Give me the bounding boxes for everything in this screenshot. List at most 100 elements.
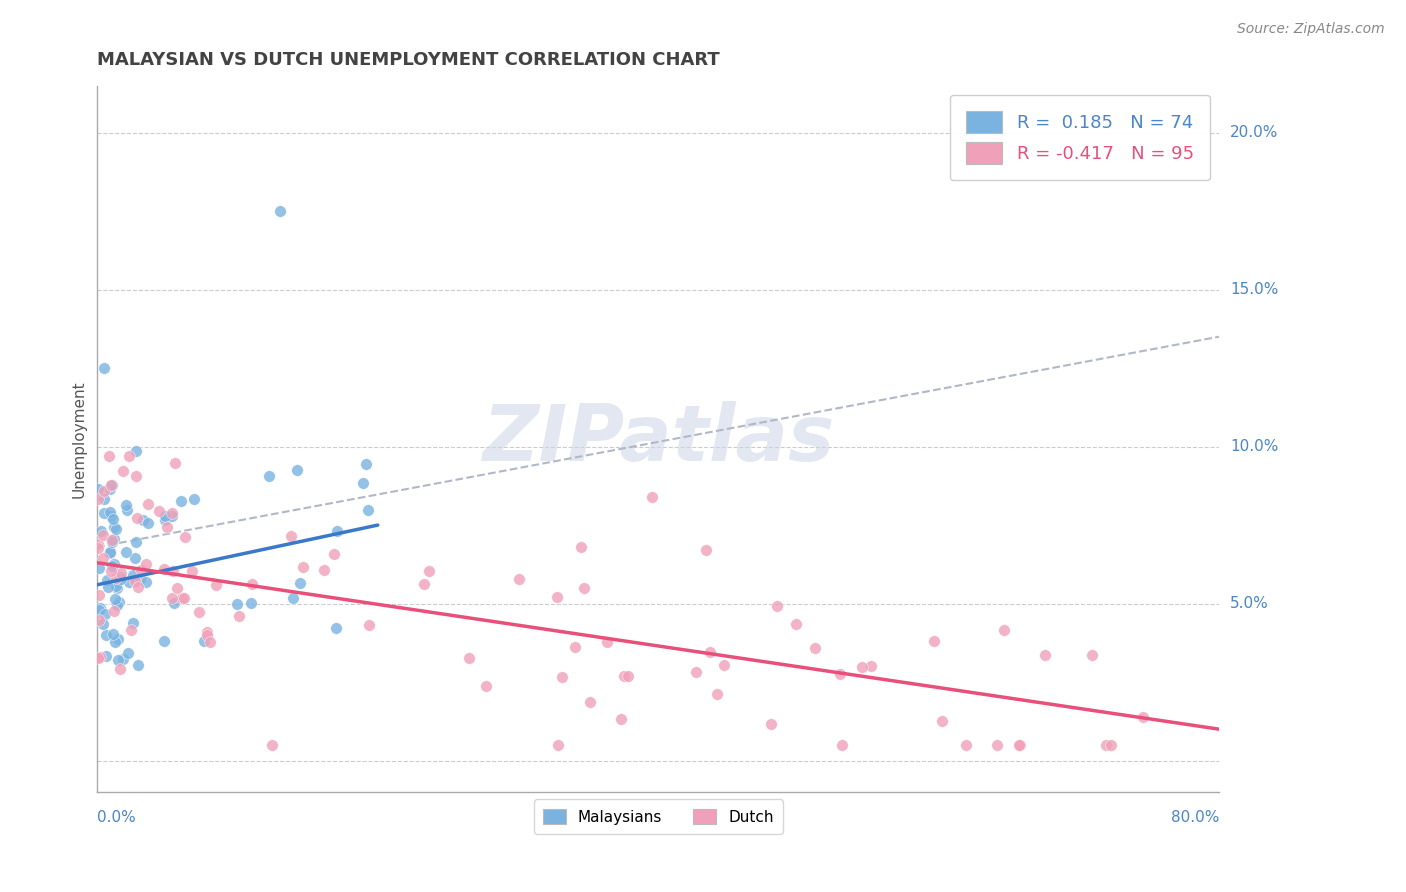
Point: [120, 623, 142, 637]
Point: [993, 623, 1015, 637]
Text: ZIPatlas: ZIPatlas: [482, 401, 834, 476]
Point: [922, 633, 945, 648]
Point: [785, 617, 807, 632]
Point: [205, 578, 228, 592]
Point: [713, 657, 735, 672]
Point: [357, 502, 380, 516]
Point: [352, 475, 374, 490]
Point: [98, 482, 121, 496]
Point: [695, 543, 717, 558]
Point: [685, 665, 707, 679]
Point: [240, 577, 263, 591]
Point: [108, 594, 131, 608]
Point: [103, 533, 125, 547]
Point: [228, 609, 250, 624]
Text: Source: ZipAtlas.com: Source: ZipAtlas.com: [1237, 22, 1385, 37]
Point: [170, 494, 193, 508]
Point: [325, 621, 347, 635]
Point: [135, 574, 157, 589]
Point: [128, 572, 150, 586]
Point: [851, 660, 873, 674]
Point: [93, 607, 115, 622]
Point: [103, 604, 125, 618]
Point: [105, 599, 128, 613]
Point: [103, 635, 125, 649]
Point: [124, 574, 146, 588]
Point: [124, 469, 146, 483]
Point: [105, 571, 128, 585]
Point: [101, 627, 124, 641]
Point: [89, 603, 111, 617]
Point: [153, 562, 176, 576]
Point: [107, 632, 129, 646]
Point: [457, 651, 479, 665]
Point: [240, 596, 263, 610]
Point: [105, 579, 128, 593]
Point: [188, 605, 211, 619]
Point: [93, 506, 115, 520]
Point: [100, 509, 122, 524]
Point: [89, 601, 111, 615]
Point: [706, 687, 728, 701]
Point: [110, 566, 132, 581]
Point: [257, 468, 280, 483]
Point: [93, 492, 115, 507]
Point: [93, 361, 115, 376]
Point: [138, 516, 160, 530]
Point: [547, 738, 569, 752]
Point: [89, 650, 111, 665]
Point: [105, 581, 128, 595]
Point: [163, 596, 186, 610]
Point: [101, 512, 124, 526]
Point: [129, 563, 152, 577]
Point: [418, 564, 440, 578]
Point: [765, 599, 787, 613]
Point: [596, 635, 619, 649]
Point: [1008, 738, 1031, 752]
Point: [114, 545, 136, 559]
Text: MALAYSIAN VS DUTCH UNEMPLOYMENT CORRELATION CHART: MALAYSIAN VS DUTCH UNEMPLOYMENT CORRELAT…: [97, 51, 720, 69]
Point: [292, 560, 315, 574]
Text: 20.0%: 20.0%: [1230, 125, 1278, 140]
Point: [124, 551, 146, 566]
Point: [359, 618, 381, 632]
Point: [572, 581, 595, 595]
Point: [804, 640, 827, 655]
Point: [153, 509, 176, 524]
Point: [94, 628, 117, 642]
Point: [98, 449, 121, 463]
Point: [87, 483, 110, 497]
Point: [100, 478, 122, 492]
Point: [508, 572, 530, 586]
Point: [125, 535, 148, 549]
Point: [117, 450, 139, 464]
Point: [91, 528, 114, 542]
Point: [103, 519, 125, 533]
Point: [107, 653, 129, 667]
Point: [125, 444, 148, 458]
Point: [104, 522, 127, 536]
Point: [173, 591, 195, 606]
Point: [193, 633, 215, 648]
Point: [260, 738, 283, 752]
Point: [93, 484, 115, 499]
Point: [165, 456, 187, 470]
Point: [550, 670, 572, 684]
Point: [108, 570, 131, 584]
Point: [226, 597, 249, 611]
Point: [101, 533, 124, 548]
Point: [87, 541, 110, 555]
Point: [641, 491, 664, 505]
Point: [96, 648, 118, 663]
Point: [617, 669, 640, 683]
Point: [1008, 738, 1031, 752]
Point: [475, 679, 498, 693]
Point: [104, 592, 127, 607]
Point: [831, 738, 853, 752]
Point: [90, 524, 112, 539]
Point: [89, 561, 111, 575]
Point: [112, 464, 135, 478]
Point: [127, 658, 149, 673]
Point: [931, 714, 953, 729]
Point: [93, 550, 115, 565]
